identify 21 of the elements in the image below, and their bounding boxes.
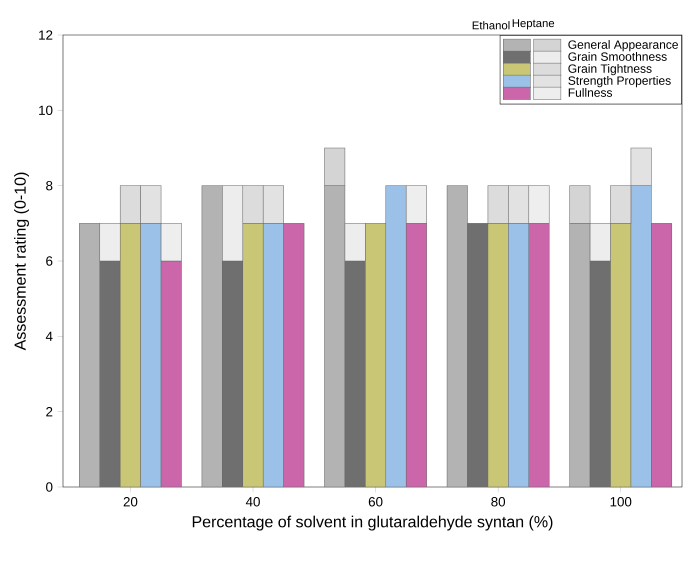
y-tick-label: 4 <box>46 332 53 341</box>
x-tick-label: 60 <box>368 497 382 506</box>
x-axis-title: Percentage of solvent in glutaraldehyde syntan (%) <box>192 516 552 531</box>
y-axis-title: Assessment rating (0-10) <box>14 172 29 350</box>
y-tick-label: 12 <box>39 30 52 40</box>
text: Heptane <box>512 19 554 30</box>
annotation: Strength Properties <box>568 76 671 88</box>
y-tick-label: 0 <box>46 482 52 492</box>
x-tick-label: 20 <box>124 497 138 506</box>
x-tick-label: 40 <box>246 497 260 506</box>
x-tick-label: 100 <box>610 497 632 506</box>
y-tick-label: 10 <box>39 106 52 116</box>
text: Ethanol <box>472 21 510 30</box>
y-tick-label: 2 <box>46 407 52 416</box>
annotation: Fullness <box>568 88 612 97</box>
x-tick-label: 80 <box>491 497 506 506</box>
y-tick-label: 8 <box>46 180 52 190</box>
annotation: Grain Smoothness <box>568 52 667 61</box>
annotation: Grain Tightness <box>568 64 652 76</box>
annotation: General Appearance <box>568 40 678 52</box>
y-tick-label: 6 <box>46 256 52 266</box>
